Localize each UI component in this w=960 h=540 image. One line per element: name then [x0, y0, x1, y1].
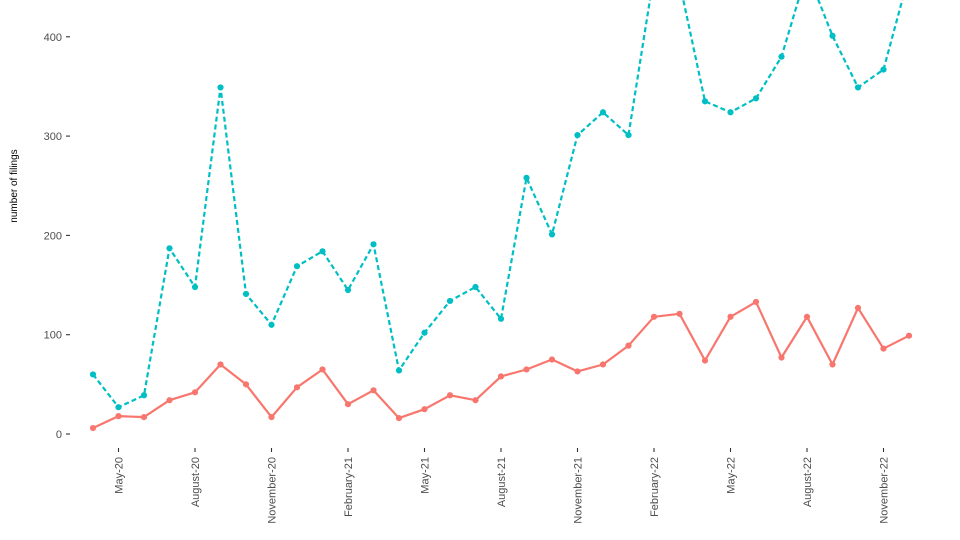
series-2-point	[854, 84, 862, 91]
series-1-point	[727, 313, 734, 320]
series-2-point	[115, 404, 122, 411]
series-1-point	[548, 356, 556, 363]
y-axis: 0 100 200 300 400	[44, 32, 70, 441]
series-2-point	[191, 283, 199, 291]
series-2-point	[421, 329, 428, 336]
x-tick-label: August-21	[496, 457, 508, 507]
x-tick-label: May-21	[420, 457, 432, 494]
series-1-point	[395, 415, 403, 422]
series-1-point	[191, 389, 199, 396]
series-2-point	[778, 53, 785, 60]
y-tick-label: 200	[44, 230, 62, 242]
series-1-point	[829, 361, 836, 368]
series-2-point	[497, 315, 505, 322]
series-2-point	[166, 245, 173, 252]
series-2-point	[293, 263, 301, 270]
x-tick-label: August-22	[802, 457, 814, 507]
series-1-point	[778, 354, 785, 361]
series-2-point	[880, 66, 887, 73]
series-1-point	[497, 373, 505, 380]
series-1-point	[242, 381, 250, 388]
series-2-point	[727, 109, 734, 116]
series-2-point	[574, 132, 581, 139]
series-1-point	[140, 414, 148, 421]
series-1-point	[268, 414, 275, 421]
y-tick-label: 100	[44, 330, 62, 342]
series-1-point	[676, 310, 683, 317]
x-tick-label: November-22	[879, 457, 891, 524]
series-1-point	[370, 387, 377, 394]
x-tick-label: February-22	[649, 457, 661, 517]
series-1-point	[854, 304, 862, 311]
series-1-point	[319, 366, 326, 373]
series-2-point	[599, 109, 607, 116]
series-1-point	[293, 384, 301, 391]
series-2-point	[89, 371, 97, 378]
series-1-point	[115, 413, 122, 420]
series-1-point	[472, 397, 479, 404]
y-tick-label: 0	[56, 429, 62, 441]
series-2-point	[344, 286, 352, 294]
series-1	[89, 298, 913, 432]
series-2-point	[446, 297, 454, 305]
x-tick-label: August-20	[190, 457, 202, 507]
y-tick-label: 300	[44, 131, 62, 143]
series-1-point	[650, 313, 658, 320]
series-1-point	[217, 361, 224, 368]
series-1-point	[166, 397, 173, 404]
series-1-point	[803, 313, 811, 320]
x-axis: May-20 August-20 November-20 February-21 May…	[114, 448, 891, 524]
series-1-point	[89, 424, 97, 432]
series-1-point	[905, 332, 913, 339]
series-1-point	[523, 366, 530, 373]
series-1-point	[625, 342, 632, 349]
x-tick-label: May-20	[114, 457, 126, 494]
series-2-point	[472, 283, 479, 291]
x-tick-label: May-22	[726, 457, 738, 494]
series-2-point	[523, 174, 530, 181]
y-tick-label: 400	[44, 32, 62, 44]
series-2-point	[268, 321, 275, 328]
series-2-point	[395, 367, 403, 374]
series-1-point	[701, 357, 709, 364]
series-2-point	[319, 248, 326, 255]
x-tick-label: November-20	[267, 457, 279, 524]
y-axis-title: number of filings	[9, 149, 20, 222]
series-2-point	[548, 231, 556, 238]
series-1-point	[446, 392, 454, 399]
series-1-point	[344, 401, 352, 408]
plot-area	[89, 0, 913, 432]
series-2-point	[625, 132, 632, 139]
series-2	[89, 0, 904, 411]
series-2-point	[752, 95, 760, 102]
series-2-point	[829, 32, 836, 39]
x-tick-label: February-21	[343, 457, 355, 517]
series-2-point	[140, 392, 148, 399]
series-2-line	[92, 0, 904, 409]
series-2-point	[370, 241, 377, 248]
series-2-point	[242, 290, 250, 298]
series-1-point	[880, 345, 887, 352]
x-tick-label: November-21	[573, 457, 585, 524]
series-1-point	[752, 298, 760, 306]
series-2-point	[217, 84, 224, 91]
series-1-point	[421, 406, 428, 413]
series-1-point	[599, 361, 607, 368]
series-1-point	[574, 368, 581, 375]
series-2-point	[701, 98, 709, 105]
